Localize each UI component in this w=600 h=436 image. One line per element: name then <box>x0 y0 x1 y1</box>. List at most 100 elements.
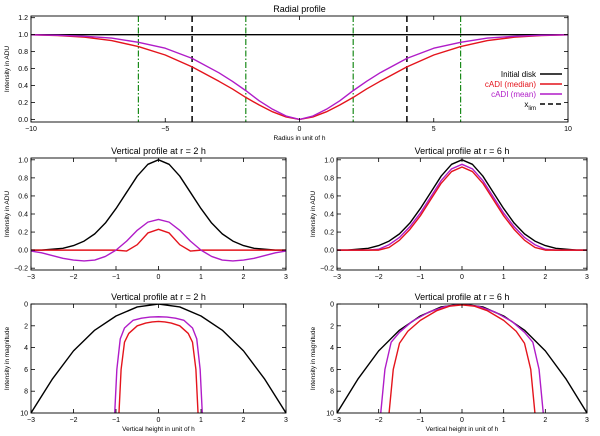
panel-title: Vertical profile at r = 2 h <box>111 146 206 156</box>
y-tick-label: 0.6 <box>18 66 28 73</box>
x-tick-label: 0 <box>460 274 464 281</box>
series-line-cadi-mean- <box>337 163 587 251</box>
y-tick-label: 2 <box>24 323 28 330</box>
panel-vert_r6_mag: Vertical profile at r = 6 h Vertical heig… <box>310 292 589 433</box>
x-tick-label: 0 <box>157 417 161 424</box>
y-tick-label: 0.8 <box>18 49 28 56</box>
series-line-initial-disk <box>31 159 286 251</box>
series-line-cadi-mean- <box>31 218 286 262</box>
y-axis-label: Intensity in ADU <box>4 191 11 238</box>
x-tick-label: −3 <box>27 417 35 424</box>
y-tick-label: 0.2 <box>324 230 334 237</box>
x-tick-label: 0 <box>460 417 464 424</box>
x-tick-label: 1 <box>199 417 203 424</box>
series-line-initial-disk <box>31 304 286 413</box>
y-axis-label: Intensity in magnitude <box>310 327 317 391</box>
x-axis-label: Radius in unit of h <box>273 135 325 142</box>
x-tick-label: 0 <box>157 274 161 281</box>
legend-label-text: Initial disk <box>501 70 537 79</box>
x-tick-label: −5 <box>161 126 169 133</box>
legend-label: cADI (mean) <box>491 90 536 99</box>
y-tick-label: 8 <box>330 389 334 396</box>
legend-label-text: cADI (median) <box>485 80 536 89</box>
panel-vert_r2_mag: Vertical profile at r = 2 h Vertical heig… <box>4 292 288 433</box>
x-tick-label: −1 <box>112 417 120 424</box>
series-line-cadi-mean- <box>31 34 568 121</box>
x-tick-label: −2 <box>375 417 383 424</box>
x-tick-label: 2 <box>242 274 246 281</box>
series-line-cadi-median- <box>118 320 199 413</box>
legend-label-text: cADI (mean) <box>491 90 536 99</box>
y-tick-label: 0.2 <box>18 230 28 237</box>
y-tick-label: 4 <box>24 345 28 352</box>
y-tick-label: 0.0 <box>324 248 334 255</box>
y-tick-label: 2 <box>330 323 334 330</box>
y-axis-label: Intensity in ADU <box>4 46 11 93</box>
y-tick-label: 0.8 <box>324 175 334 182</box>
series-line-cadi-median- <box>31 34 568 121</box>
y-tick-label: 0.2 <box>18 100 28 107</box>
series-line-cadi-median- <box>388 304 536 413</box>
x-tick-label: 2 <box>242 417 246 424</box>
y-tick-label: 0.0 <box>18 248 28 255</box>
x-tick-label: 5 <box>432 126 436 133</box>
y-tick-label: 0.4 <box>18 83 28 90</box>
y-tick-label: 6 <box>330 367 334 374</box>
x-tick-label: 0 <box>298 126 302 133</box>
y-tick-label: −0.2 <box>320 266 334 273</box>
plot-frame <box>336 157 588 271</box>
y-tick-label: 1.0 <box>18 157 28 164</box>
y-tick-label: 0.6 <box>18 193 28 200</box>
series-line-cadi-mean- <box>380 304 544 413</box>
x-tick-label: 2 <box>543 274 547 281</box>
y-tick-label: 8 <box>24 389 28 396</box>
y-tick-label: 4 <box>330 345 334 352</box>
x-tick-label: −3 <box>27 274 35 281</box>
y-axis-label: Intensity in magnitude <box>4 327 11 391</box>
x-tick-label: 3 <box>284 417 288 424</box>
x-tick-label: 10 <box>564 126 572 133</box>
series-line-cadi-median- <box>31 228 286 252</box>
legend-label-sub: lim <box>528 106 536 112</box>
panel-title: Vertical profile at r = 6 h <box>415 146 510 156</box>
y-tick-label: 10 <box>20 411 28 418</box>
series-line-initial-disk <box>337 304 587 413</box>
x-tick-label: 2 <box>543 417 547 424</box>
x-tick-label: −1 <box>416 417 424 424</box>
x-tick-label: −1 <box>112 274 120 281</box>
y-tick-label: 0.6 <box>324 193 334 200</box>
plot-frame <box>30 15 569 123</box>
plot-frame <box>30 303 287 414</box>
y-axis-label: Intensity in ADU <box>310 191 317 238</box>
x-tick-label: 3 <box>585 274 589 281</box>
y-tick-label: 6 <box>24 367 28 374</box>
panel-title: Radial profile <box>273 4 326 14</box>
x-tick-label: 1 <box>502 417 506 424</box>
x-tick-label: −3 <box>333 274 341 281</box>
x-axis-label: Vertical height in unit of h <box>426 426 499 433</box>
plot-frame <box>336 303 588 414</box>
plot-frame <box>30 157 287 271</box>
x-tick-label: −2 <box>70 417 78 424</box>
x-axis-label: Vertical height in unit of h <box>122 426 195 433</box>
y-tick-label: 10 <box>326 411 334 418</box>
x-tick-label: 1 <box>502 274 506 281</box>
x-tick-label: −3 <box>333 417 341 424</box>
y-tick-label: 0.4 <box>324 212 334 219</box>
y-tick-label: 1.0 <box>324 157 334 164</box>
legend-label: cADI (median) <box>485 80 536 89</box>
y-tick-label: 0.4 <box>18 212 28 219</box>
series-line-initial-disk <box>337 159 587 251</box>
x-tick-label: −1 <box>416 274 424 281</box>
panel-radial: Radial profile Radius in unit of h Intensi… <box>4 4 572 142</box>
series-line-cadi-mean- <box>114 316 203 413</box>
panel-title: Vertical profile at r = 2 h <box>111 292 206 302</box>
y-tick-label: 1.2 <box>18 15 28 22</box>
panel-title: Vertical profile at r = 6 h <box>415 292 510 302</box>
y-tick-label: 0 <box>330 302 334 309</box>
y-tick-label: −0.2 <box>14 266 28 273</box>
series-line-cadi-median- <box>337 166 587 251</box>
legend-label: xlim <box>524 100 536 112</box>
x-tick-label: −2 <box>70 274 78 281</box>
